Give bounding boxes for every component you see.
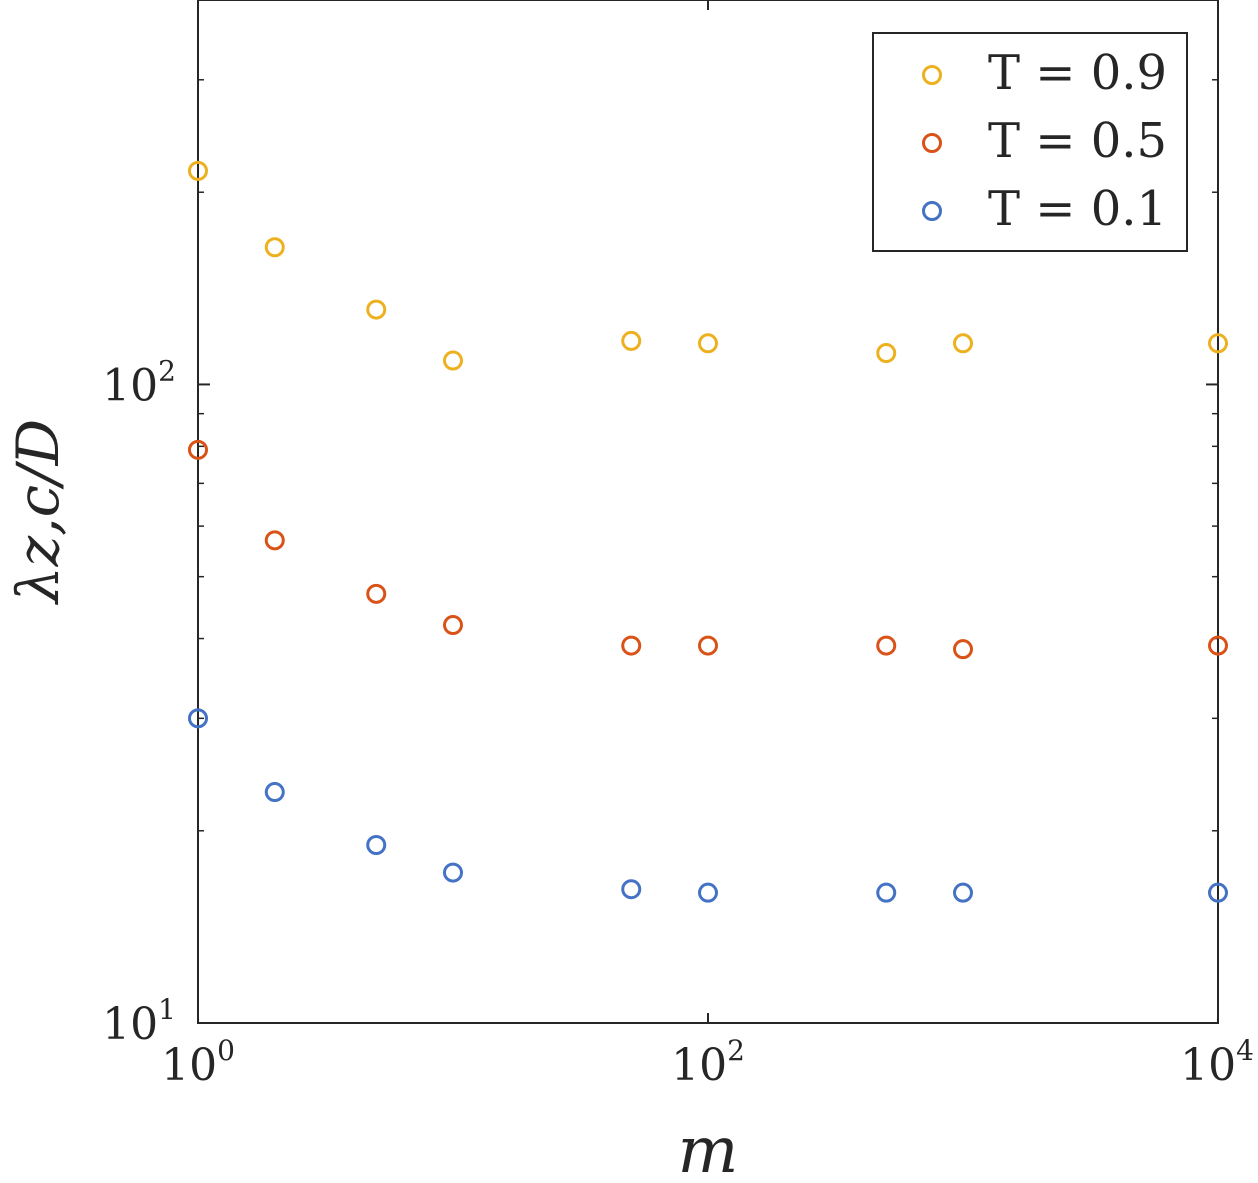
x-tick-label: 104 (1180, 1034, 1254, 1091)
data-point-series-0 (621, 330, 642, 351)
data-point-series-0 (1208, 333, 1228, 354)
legend: T = 0.9 T = 0.5 T = 0.1 (872, 32, 1188, 252)
legend-label-t05: T = 0.5 (988, 113, 1167, 169)
data-point-series-2 (188, 708, 208, 729)
y-minor-ticks (198, 0, 1218, 832)
data-point-series-1 (443, 615, 463, 636)
data-point-series-0 (366, 299, 387, 320)
x-tick-label: 100 (161, 1034, 235, 1091)
data-point-series-1 (1208, 635, 1228, 656)
y-tick-label: 101 (102, 993, 176, 1050)
data-point-series-2 (443, 862, 463, 883)
y-axis-ticks: 101 102 (102, 354, 1218, 1050)
data-point-series-2 (264, 782, 285, 803)
data-point-series-0 (698, 333, 718, 354)
data-point-series-1 (876, 635, 897, 656)
y-axis-title: λz,c/D (4, 419, 72, 605)
x-axis-ticks: 100 102 104 (161, 0, 1254, 1091)
data-point-series-2 (621, 879, 642, 900)
legend-marker-t05 (922, 133, 942, 153)
legend-label-t01: T = 0.1 (988, 181, 1167, 237)
data-point-series-2 (953, 882, 973, 903)
data-point-series-2 (1208, 882, 1228, 903)
data-point-series-2 (366, 835, 387, 856)
x-tick-label: 102 (671, 1034, 745, 1091)
data-point-series-1 (698, 635, 718, 656)
data-point-series-1 (366, 583, 387, 604)
data-point-series-2 (876, 882, 897, 903)
legend-label-t09: T = 0.9 (988, 45, 1167, 101)
data-point-series-0 (876, 343, 897, 364)
data-point-series-1 (621, 635, 642, 656)
data-point-series-1 (188, 439, 208, 460)
y-tick-label: 102 (102, 354, 176, 411)
data-point-series-1 (953, 639, 973, 660)
data-point-series-2 (698, 882, 718, 903)
data-point-series-0 (953, 333, 973, 354)
data-point-series-0 (188, 160, 208, 181)
legend-marker-t01 (922, 201, 942, 221)
data-point-series-1 (264, 530, 285, 551)
x-axis-title: m (678, 1114, 739, 1183)
data-point-series-0 (443, 350, 463, 371)
data-points (188, 160, 1228, 903)
legend-marker-t09 (922, 65, 942, 85)
data-point-series-0 (264, 237, 285, 258)
